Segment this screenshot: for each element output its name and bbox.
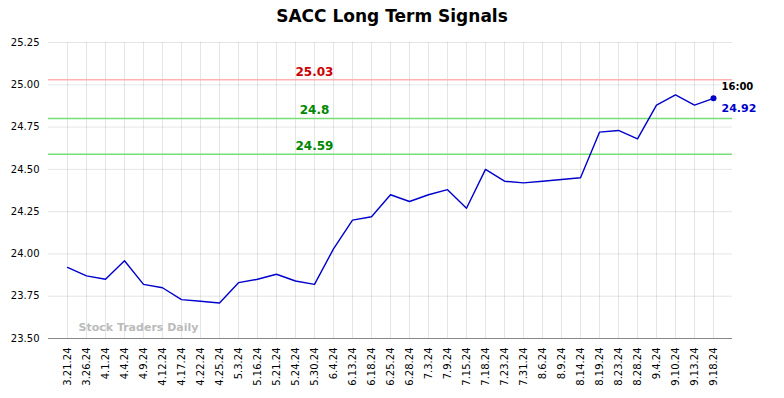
svg-text:7.3.24: 7.3.24 [423, 348, 434, 380]
svg-text:3.26.24: 3.26.24 [81, 348, 92, 386]
svg-text:23.75: 23.75 [11, 290, 40, 301]
svg-text:9.10.24: 9.10.24 [670, 348, 681, 386]
svg-text:Stock Traders Daily: Stock Traders Daily [79, 321, 199, 334]
svg-text:4.12.24: 4.12.24 [157, 348, 168, 386]
svg-text:6.28.24: 6.28.24 [404, 348, 415, 386]
svg-text:24.92: 24.92 [722, 102, 757, 115]
svg-text:7.31.24: 7.31.24 [518, 348, 529, 386]
svg-text:8.9.24: 8.9.24 [556, 348, 567, 380]
svg-text:24.59: 24.59 [296, 139, 334, 153]
svg-text:7.23.24: 7.23.24 [499, 348, 510, 386]
svg-text:24.00: 24.00 [11, 248, 40, 259]
svg-text:4.17.24: 4.17.24 [176, 348, 187, 386]
svg-text:6.18.24: 6.18.24 [366, 348, 377, 386]
svg-text:4.1.24: 4.1.24 [100, 348, 111, 380]
svg-text:5.3.24: 5.3.24 [233, 348, 244, 380]
svg-text:8.19.24: 8.19.24 [594, 348, 605, 386]
svg-text:7.18.24: 7.18.24 [480, 348, 491, 386]
svg-text:6.4.24: 6.4.24 [328, 348, 339, 380]
svg-text:6.25.24: 6.25.24 [385, 348, 396, 386]
svg-text:5.16.24: 5.16.24 [252, 348, 263, 386]
svg-text:25.00: 25.00 [11, 79, 40, 90]
svg-text:8.14.24: 8.14.24 [575, 348, 586, 386]
svg-text:25.03: 25.03 [296, 65, 334, 79]
svg-text:4.4.24: 4.4.24 [119, 348, 130, 380]
svg-text:24.8: 24.8 [300, 103, 330, 117]
svg-text:9.18.24: 9.18.24 [708, 348, 719, 386]
svg-text:7.15.24: 7.15.24 [461, 348, 472, 386]
svg-text:3.21.24: 3.21.24 [62, 348, 73, 386]
svg-text:7.9.24: 7.9.24 [442, 348, 453, 380]
svg-text:8.6.24: 8.6.24 [537, 348, 548, 380]
svg-text:5.30.24: 5.30.24 [309, 348, 320, 386]
svg-text:24.25: 24.25 [11, 206, 40, 217]
svg-text:4.9.24: 4.9.24 [138, 348, 149, 380]
svg-text:16:00: 16:00 [722, 81, 754, 92]
svg-text:4.22.24: 4.22.24 [195, 348, 206, 386]
svg-text:6.13.24: 6.13.24 [347, 348, 358, 386]
svg-text:8.28.24: 8.28.24 [632, 348, 643, 386]
svg-text:9.13.24: 9.13.24 [689, 348, 700, 386]
svg-text:23.50: 23.50 [11, 333, 40, 344]
html-text:SACC Long Term Signals: SACC Long Term Signals [276, 6, 508, 26]
svg-text:24.75: 24.75 [11, 121, 40, 132]
svg-text:9.4.24: 9.4.24 [651, 348, 662, 380]
svg-text:8.23.24: 8.23.24 [613, 348, 624, 386]
svg-text:5.21.24: 5.21.24 [271, 348, 282, 386]
svg-text:24.50: 24.50 [11, 164, 40, 175]
svg-text:5.24.24: 5.24.24 [290, 348, 301, 386]
svg-text:4.25.24: 4.25.24 [214, 348, 225, 386]
svg-text:25.25: 25.25 [11, 37, 40, 48]
